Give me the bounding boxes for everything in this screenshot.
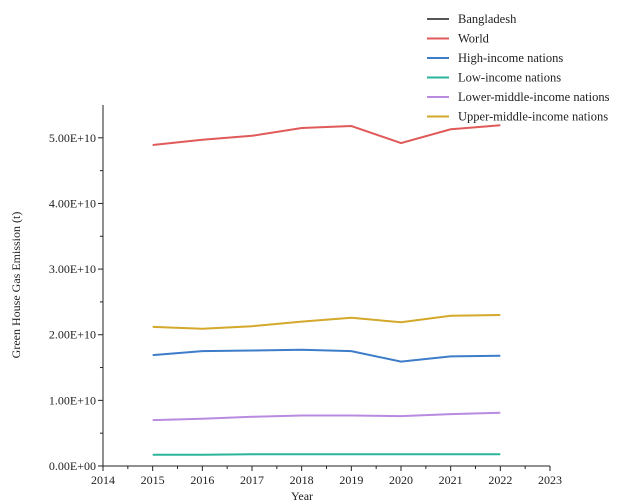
legend-label: World	[458, 32, 490, 46]
x-tick-label: 2014	[91, 473, 115, 487]
legend-label: High-income nations	[458, 51, 563, 65]
series-line-lower-middle-income-nations	[152, 411, 501, 422]
y-tick-label: 0.00E+00	[49, 459, 96, 473]
series-line-upper-middle-income-nations	[152, 314, 501, 330]
series-line-low-income-nations	[152, 453, 501, 456]
series-line-world	[152, 124, 501, 146]
y-axis-title: Green House Gas Emission (t)	[9, 212, 23, 359]
legend-label: Lower-middle-income nations	[458, 90, 610, 104]
x-axis-title: Year	[291, 489, 313, 503]
x-tick-label: 2022	[488, 473, 512, 487]
axes	[98, 105, 551, 471]
x-tick-label: 2023	[538, 473, 562, 487]
x-tick-label: 2016	[190, 473, 214, 487]
y-tick-label: 1.00E+10	[49, 393, 96, 407]
x-tick-label: 2017	[240, 473, 264, 487]
x-tick-label: 2015	[141, 473, 165, 487]
y-tick-label: 5.00E+10	[49, 131, 96, 145]
x-tick-label: 2019	[339, 473, 363, 487]
y-tick-label: 3.00E+10	[49, 262, 96, 276]
legend-label: Low-income nations	[458, 71, 561, 85]
legend: Bangladesh World High-income nations Low-in…	[427, 12, 610, 124]
y-tick-label: 2.00E+10	[49, 328, 96, 342]
series-line-high-income-nations	[152, 348, 501, 363]
legend-label: Upper-middle-income nations	[458, 110, 608, 124]
plot-lines	[152, 124, 501, 456]
x-tick-label: 2018	[290, 473, 314, 487]
x-tick-label: 2020	[389, 473, 413, 487]
x-tick-label: 2021	[439, 473, 463, 487]
y-tick-label: 4.00E+10	[49, 196, 96, 210]
tick-labels: 2014 2015 2016 2017 2018 2019 2020 2021 2022 2023…	[49, 131, 562, 487]
legend-label: Bangladesh	[458, 12, 517, 26]
